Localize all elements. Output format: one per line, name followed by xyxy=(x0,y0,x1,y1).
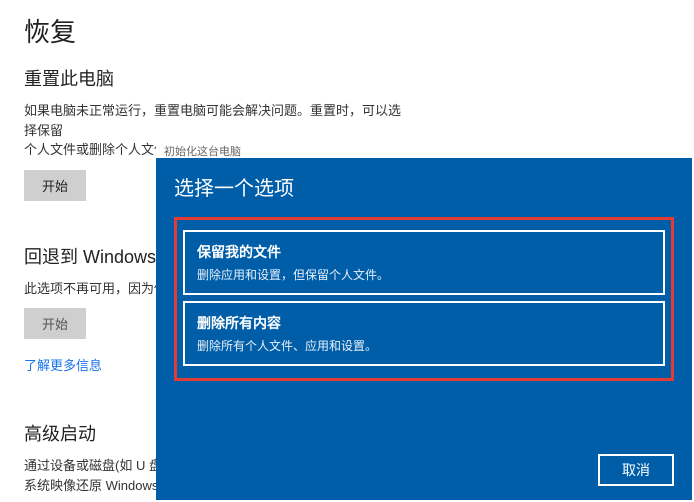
remove-everything-desc: 删除所有个人文件、应用和设置。 xyxy=(197,337,651,354)
keep-files-title: 保留我的文件 xyxy=(197,242,651,262)
reset-desc-line1: 如果电脑未正常运行，重置电脑可能会解决问题。重置时，可以选择保留 xyxy=(24,103,401,138)
rollback-start-button: 开始 xyxy=(24,308,86,339)
dialog-breadcrumb: 初始化这台电脑 xyxy=(156,140,692,158)
reset-pc-heading: 重置此电脑 xyxy=(24,65,670,91)
remove-everything-option[interactable]: 删除所有内容 删除所有个人文件、应用和设置。 xyxy=(183,301,665,366)
options-highlight: 保留我的文件 删除应用和设置，但保留个人文件。 删除所有内容 删除所有个人文件、… xyxy=(174,217,674,381)
dialog-title: 选择一个选项 xyxy=(174,172,674,201)
reset-start-button[interactable]: 开始 xyxy=(24,170,86,201)
page-title: 恢复 xyxy=(24,12,670,49)
cancel-button[interactable]: 取消 xyxy=(598,454,674,486)
learn-more-link[interactable]: 了解更多信息 xyxy=(24,355,102,374)
keep-files-desc: 删除应用和设置，但保留个人文件。 xyxy=(197,266,651,283)
reset-pc-dialog: 初始化这台电脑 选择一个选项 保留我的文件 删除应用和设置，但保留个人文件。 删… xyxy=(156,140,692,500)
keep-files-option[interactable]: 保留我的文件 删除应用和设置，但保留个人文件。 xyxy=(183,230,665,295)
remove-everything-title: 删除所有内容 xyxy=(197,313,651,333)
